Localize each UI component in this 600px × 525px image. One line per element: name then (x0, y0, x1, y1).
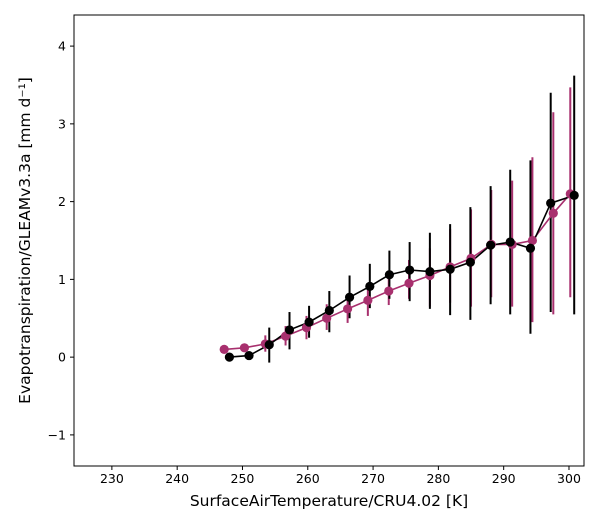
data-point (384, 286, 394, 296)
data-point (244, 350, 254, 361)
data-point (239, 343, 250, 353)
axis-ticks: 230 240 250 260 270 280 290 300 −1 0 1 2 3 4 (48, 39, 581, 486)
data-point (548, 208, 558, 218)
x-tick-label: 230 (100, 471, 124, 486)
data-point (304, 317, 314, 327)
data-point (384, 270, 395, 280)
x-tick-label: 240 (165, 471, 189, 486)
data-point (363, 295, 373, 305)
data-point (322, 313, 332, 323)
plot-frame (73, 14, 585, 467)
data-point (505, 237, 515, 247)
data-point (224, 352, 235, 362)
data-point (284, 325, 295, 335)
series-lines (224, 193, 575, 358)
x-axis-label: SurfaceAirTemperature/CRU4.02 [K] (190, 492, 468, 510)
data-point (465, 257, 475, 267)
data-point (445, 264, 455, 274)
x-tick-label: 270 (361, 471, 385, 486)
data-point (365, 281, 375, 291)
y-tick-label: 3 (58, 116, 66, 131)
data-point (404, 278, 414, 288)
data-points (219, 189, 579, 362)
data-point (264, 340, 274, 350)
y-tick-label: 0 (58, 350, 66, 365)
x-tick-label: 280 (426, 471, 450, 486)
data-point (405, 265, 415, 275)
data-point (569, 190, 579, 200)
series-line (224, 193, 571, 351)
y-tick-label: 4 (58, 39, 66, 54)
error-bars (264, 75, 576, 363)
data-point (425, 267, 435, 277)
y-tick-label: 2 (58, 194, 66, 209)
y-tick-label: 1 (58, 272, 66, 287)
x-tick-label: 260 (296, 471, 320, 486)
data-point (219, 344, 229, 354)
data-point (525, 243, 536, 253)
y-axis-label: Evapotranspiration/GLEAMv3.3a [mm d⁻¹] (16, 77, 34, 404)
data-point (324, 305, 334, 316)
y-tick-label: −1 (48, 427, 66, 442)
data-point (344, 292, 355, 302)
x-tick-label: 300 (557, 471, 581, 486)
series-line (229, 194, 575, 358)
data-point (486, 240, 496, 250)
data-point (343, 304, 353, 314)
data-point (546, 198, 556, 208)
x-tick-label: 250 (231, 471, 255, 486)
data-point (527, 235, 538, 246)
x-tick-label: 290 (492, 471, 516, 486)
